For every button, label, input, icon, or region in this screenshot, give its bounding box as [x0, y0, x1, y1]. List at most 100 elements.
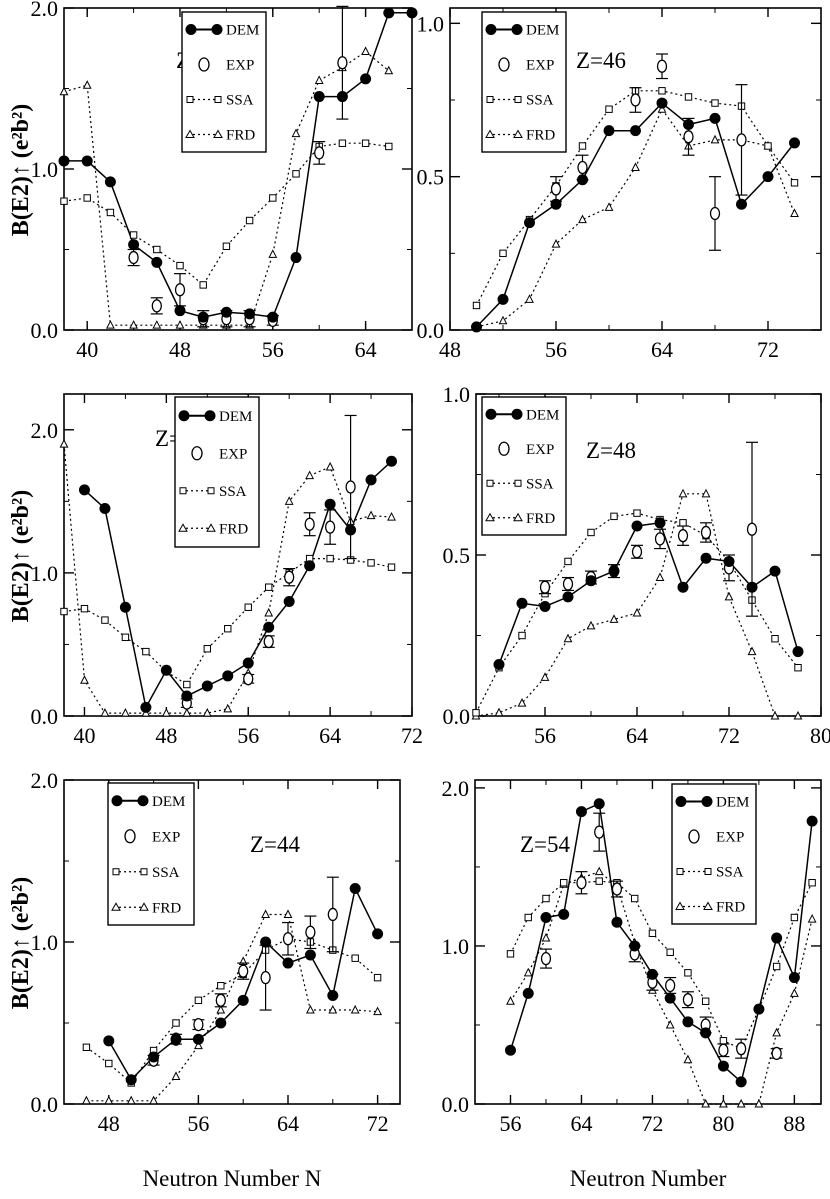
x-tick-label: 64 — [651, 337, 673, 362]
ssa-marker — [176, 261, 184, 270]
x-tick-label: 64 — [277, 1111, 299, 1136]
exp-marker — [260, 970, 271, 985]
dem-marker — [103, 1035, 115, 1047]
x-tick-label: 88 — [783, 1111, 805, 1136]
dem-marker — [360, 73, 372, 85]
frd-marker — [710, 134, 720, 144]
legend-marker-ssa — [486, 479, 494, 487]
series-line-ssa — [63, 557, 392, 686]
dem-marker — [558, 908, 570, 920]
ssa-marker — [292, 170, 300, 178]
ssa-marker — [560, 879, 568, 887]
y-tick-label: 0.0 — [31, 704, 59, 729]
frd-marker — [578, 214, 587, 224]
dem-marker — [524, 217, 535, 229]
dem-marker — [700, 1027, 712, 1039]
frd-marker — [604, 202, 614, 211]
frd-marker — [701, 1098, 711, 1108]
ssa-marker — [326, 554, 334, 563]
dem-marker — [562, 591, 574, 603]
panel-z-44: 48 56 64 72 0.0 1.0 2.0 Z=44 DEM EXP SSA FRD — [31, 768, 401, 1136]
plot-frame — [63, 393, 413, 717]
frd-marker — [283, 909, 293, 918]
legend-box — [671, 783, 757, 925]
frd-marker — [793, 710, 803, 720]
dem-marker — [160, 664, 172, 676]
ssa-marker — [80, 604, 89, 613]
dem-marker — [78, 484, 90, 496]
dem-marker — [654, 517, 666, 529]
exp-marker — [193, 1017, 204, 1032]
dem-marker — [81, 155, 93, 167]
ssa-marker — [578, 142, 587, 150]
legend-marker-ssa — [676, 868, 684, 875]
dem-marker — [769, 565, 781, 577]
dem-marker — [629, 940, 641, 952]
frd-marker — [373, 1006, 383, 1016]
ssa-marker — [361, 139, 370, 147]
ssa-marker — [105, 1059, 113, 1068]
exp-marker — [263, 634, 274, 649]
frd-marker — [525, 294, 534, 303]
frd-marker — [790, 208, 799, 217]
dem-marker — [504, 1044, 516, 1056]
x-tick-label: 56 — [237, 723, 259, 748]
x-tick-label: 48 — [155, 723, 177, 748]
frd-marker — [631, 162, 640, 171]
ssa-marker — [153, 245, 161, 254]
y-tick-label: 1.0 — [31, 930, 59, 955]
legend-marker-dem — [511, 408, 523, 420]
dem-marker — [58, 155, 70, 167]
frd-marker — [325, 461, 335, 471]
dem-marker — [181, 690, 193, 702]
legend-label-frd: FRD — [226, 128, 255, 144]
y-tick-label: 0.0 — [443, 704, 471, 729]
legend-marker-ssa — [207, 487, 215, 495]
y-tick-label: 2.0 — [31, 418, 59, 443]
ssa-marker — [684, 93, 693, 101]
dem-marker — [611, 916, 623, 928]
ssa-marker — [633, 509, 641, 517]
dem-marker — [220, 306, 232, 318]
legend-marker-dem — [701, 796, 713, 807]
frd-marker — [120, 708, 130, 717]
x-tick-label: 64 — [626, 723, 648, 748]
x-tick-label: 72 — [401, 723, 423, 748]
ssa-marker — [499, 249, 507, 258]
y-axis-label: B(E2)↑ (e²b²) — [8, 877, 34, 1009]
ssa-marker — [60, 197, 68, 205]
legend-marker-dem — [185, 24, 197, 35]
dem-marker — [471, 321, 482, 333]
frd-marker — [182, 708, 192, 717]
frd-marker — [772, 1027, 782, 1037]
legend-label-exp: EXP — [526, 58, 554, 74]
legend-label-ssa: SSA — [152, 865, 180, 881]
frd-marker — [789, 988, 799, 997]
exp-marker — [337, 56, 348, 70]
panel-label: Z=48 — [586, 438, 636, 463]
ssa-marker — [630, 894, 639, 903]
frd-marker — [202, 708, 212, 717]
legend-marker-ssa — [112, 868, 120, 876]
exp-marker — [654, 532, 666, 546]
dem-marker — [493, 658, 505, 670]
dem-marker — [516, 597, 528, 609]
dem-marker — [683, 119, 694, 131]
legend-label-frd: FRD — [716, 900, 745, 916]
ssa-marker — [60, 607, 68, 616]
ssa-marker — [199, 281, 207, 289]
ssa-marker — [373, 973, 382, 982]
exp-marker — [718, 1043, 729, 1057]
ssa-marker — [387, 563, 396, 571]
exp-marker — [151, 299, 162, 313]
exp-marker — [345, 480, 356, 494]
legend-marker-frd — [513, 129, 523, 138]
y-tick-label: 1.0 — [442, 934, 470, 959]
exp-marker — [314, 146, 325, 160]
dem-marker — [806, 815, 818, 827]
legend-marker-frd — [703, 901, 713, 910]
legend-box — [181, 11, 267, 153]
legend-marker-ssa — [214, 96, 222, 103]
frd-marker — [284, 496, 294, 505]
